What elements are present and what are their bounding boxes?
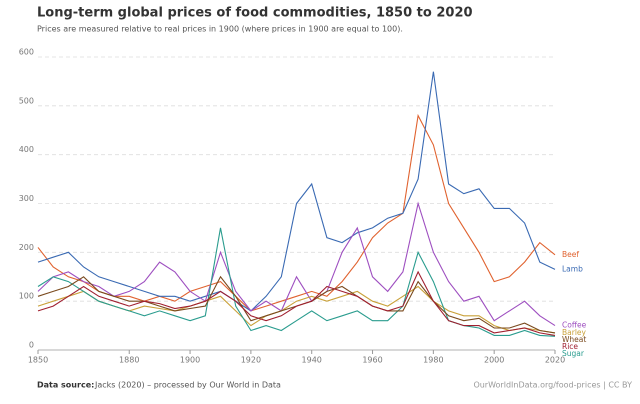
x-tick-label: 1920 <box>241 356 261 365</box>
series-line <box>37 71 556 312</box>
legend-label: Beef <box>562 250 579 259</box>
legend-label: Barley <box>562 328 587 337</box>
legend-label: Coffee <box>562 321 587 330</box>
legend-label: Lamb <box>562 264 583 273</box>
series-line <box>37 275 556 334</box>
x-tick-label: 1880 <box>119 356 139 365</box>
credit: OurWorldInData.org/food-prices | CC BY <box>473 381 632 390</box>
x-tick-label: 1940 <box>302 356 322 365</box>
y-tick-label: 300 <box>19 194 34 203</box>
y-tick-label: 400 <box>19 145 34 154</box>
chart-title: Long-term global prices of food commodit… <box>37 6 473 21</box>
series-line <box>37 227 556 337</box>
series-line <box>37 270 556 336</box>
x-tick-label: 1960 <box>362 356 382 365</box>
series-line <box>37 201 556 327</box>
y-tick-label: 200 <box>19 243 34 252</box>
legend-label: Rice <box>562 342 578 351</box>
chart-subtitle: Prices are measured relative to real pri… <box>37 25 403 34</box>
x-tick-label: 2020 <box>545 356 565 365</box>
x-tick-label: 1980 <box>423 356 443 365</box>
y-tick-label: 600 <box>19 48 34 57</box>
series-line <box>37 113 556 312</box>
x-tick-label: 1850 <box>28 356 48 365</box>
legend-label: Sugar <box>562 349 585 358</box>
source-label: Data source: <box>37 381 94 390</box>
y-tick-label: 0 <box>29 341 34 350</box>
legend-label: Wheat <box>562 335 586 344</box>
x-tick-label: 2000 <box>484 356 504 365</box>
y-tick-label: 100 <box>19 292 34 301</box>
source: Jacks (2020) – processed by Our World in… <box>94 381 281 390</box>
y-tick-label: 500 <box>19 96 34 105</box>
x-tick-label: 1900 <box>180 356 200 365</box>
